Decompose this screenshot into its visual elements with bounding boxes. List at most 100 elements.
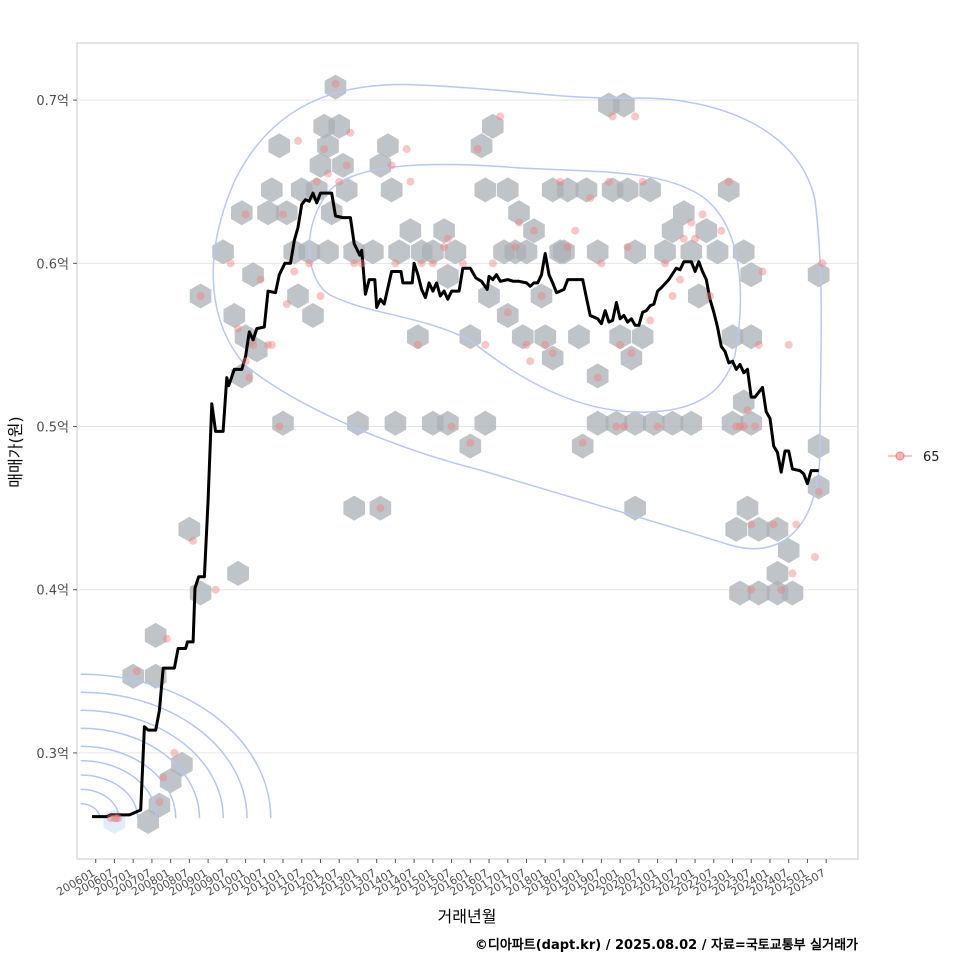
hex-bin [317,133,339,159]
data-point [331,79,340,88]
hex-bin [324,74,347,100]
data-point [627,349,636,358]
hex-bin [332,152,354,178]
data-point [777,585,786,594]
data-point [112,814,121,823]
hex-bin [302,303,324,328]
hex-bin [732,239,755,265]
data-point [593,373,602,382]
hex-bin [673,200,695,226]
hex-bin [287,283,309,309]
hex-bin [624,239,646,265]
hex-bin [725,516,748,542]
hex-bin [388,239,410,265]
hex-bin [695,218,718,244]
data-point [162,634,171,643]
hex-bin [275,200,298,226]
hex-bin [496,303,519,328]
data-point [132,667,141,676]
data-point [679,234,688,243]
data-point [818,259,827,268]
data-point [496,112,505,121]
data-point [503,308,512,317]
data-point [413,340,422,349]
data-point [619,422,628,431]
data-point [305,259,314,268]
y-tick-label: 0.7억 [36,94,69,109]
hex-bin [178,516,201,542]
data-point [466,438,475,447]
data-point [608,112,617,121]
hex-bin [609,324,631,350]
data-point [440,243,449,251]
data-point [159,773,168,782]
data-point [428,259,437,268]
hex-bin [508,200,530,226]
data-point [488,259,497,268]
density-arc [80,774,139,819]
data-point [443,234,452,243]
data-point [747,585,756,594]
hex-bin [369,152,392,178]
hex-bin [766,516,789,542]
data-point [114,814,123,823]
hex-bin [320,200,343,226]
data-point [530,226,538,235]
data-point [653,422,662,431]
data-point [324,169,332,178]
density-arc [80,745,177,819]
hex-bin [747,516,770,542]
data-point [346,128,355,137]
hex-bin [159,768,182,794]
hex-bin [433,218,455,244]
data-point [189,536,198,545]
y-tick-label: 0.3억 [36,747,69,762]
hex-bin [740,262,763,288]
data-point [792,520,801,529]
data-point [631,112,640,121]
data-point [335,177,344,186]
data-point [226,259,235,268]
data-point [406,177,415,186]
data-point [458,259,467,268]
hex-bin [380,177,403,203]
hex-bin [335,177,358,203]
data-point [170,748,179,757]
data-point [616,340,625,349]
hex-bin [261,177,283,203]
hex-bin [144,622,167,648]
legend-point [895,451,905,461]
hex-bin [189,283,212,309]
density-arc [80,727,201,819]
y-tick-label: 0.5억 [36,421,69,436]
legend-label: 65 [923,450,940,465]
data-point [417,259,426,268]
data-point [387,161,396,170]
data-point [646,316,655,325]
hex-bin [680,239,703,265]
data-point [814,487,823,496]
data-point [810,553,819,562]
y-tick-label: 0.6억 [36,257,69,272]
hex-bin [470,133,493,159]
hex-bin [661,218,684,244]
hex-bin [242,262,264,288]
hex-bin [729,580,751,606]
hex-bin [740,324,763,350]
data-point [391,259,400,268]
hex-bin [317,239,339,265]
hex-bin [257,200,279,226]
hex-bin [137,809,159,834]
data-point [732,422,741,431]
data-point [234,324,243,333]
data-point [706,292,714,300]
data-point [264,340,272,349]
data-point [320,145,329,154]
hex-bin [328,113,350,139]
hex-bin [343,239,365,265]
trend-line [92,191,819,819]
hex-bin [474,177,497,203]
source-caption: ©디아파트(dapt.kr) / 2025.08.02 / 자료=국토교통부 실… [474,938,858,953]
data-point [376,504,385,513]
